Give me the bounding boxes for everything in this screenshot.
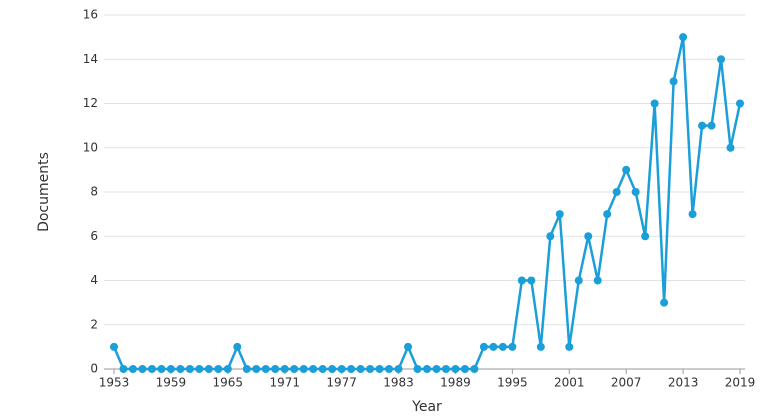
y-axis-title: Documents — [36, 152, 52, 232]
y-tick-label: 12 — [83, 96, 98, 110]
data-point — [726, 143, 735, 152]
x-tick-label: 1965 — [213, 376, 244, 390]
data-point — [233, 342, 242, 351]
data-point — [214, 365, 223, 373]
data-point — [470, 365, 479, 373]
data-point — [356, 365, 365, 373]
data-point — [119, 365, 128, 373]
data-point — [536, 342, 545, 351]
data-point — [318, 365, 327, 373]
data-point — [669, 77, 678, 86]
x-tick-label: 1971 — [269, 376, 300, 390]
data-point — [110, 342, 118, 351]
data-point — [195, 365, 204, 373]
data-point — [337, 365, 346, 373]
data-point — [565, 342, 574, 351]
data-point — [593, 276, 602, 285]
data-point — [508, 342, 517, 351]
x-tick-label: 1989 — [440, 376, 471, 390]
data-point — [128, 365, 137, 373]
data-point — [584, 232, 593, 241]
data-point — [394, 365, 403, 373]
y-tick-label: 4 — [90, 273, 98, 287]
x-tick-label: 2001 — [554, 376, 585, 390]
data-point — [489, 342, 498, 351]
y-tick-label: 14 — [83, 52, 98, 66]
data-point — [574, 276, 583, 285]
y-tick-label: 10 — [83, 140, 98, 154]
data-point — [404, 342, 413, 351]
data-point — [650, 99, 659, 108]
data-point — [176, 365, 185, 373]
data-point — [517, 276, 526, 285]
data-point — [366, 365, 375, 373]
data-point — [147, 365, 156, 373]
data-point — [166, 365, 175, 373]
data-point — [688, 210, 697, 219]
data-point — [660, 298, 669, 307]
data-point — [717, 55, 726, 64]
data-point — [185, 365, 194, 373]
data-point — [451, 365, 460, 373]
x-tick-label: 2013 — [668, 376, 699, 390]
data-point — [157, 365, 166, 373]
data-line — [112, 35, 742, 371]
data-point — [204, 365, 213, 373]
x-tick-label: 1953 — [99, 376, 130, 390]
data-point — [441, 365, 450, 373]
x-axis-title: Year — [411, 399, 442, 415]
data-point — [527, 276, 536, 285]
y-tick-label: 8 — [90, 185, 98, 199]
data-point — [290, 365, 299, 373]
data-point — [479, 342, 488, 351]
data-point — [679, 33, 688, 42]
data-point — [498, 342, 507, 351]
data-point — [423, 365, 431, 373]
data-point — [707, 121, 716, 130]
data-point — [347, 365, 356, 373]
data-point — [280, 365, 289, 373]
x-tick-label: 1977 — [326, 376, 357, 390]
data-point — [413, 365, 422, 373]
x-tick-label: 2019 — [725, 376, 756, 390]
data-point — [375, 365, 384, 373]
data-point — [698, 121, 707, 130]
data-point — [223, 365, 232, 373]
data-point — [328, 365, 337, 373]
data-point — [252, 365, 261, 373]
data-point — [603, 210, 612, 219]
data-point — [460, 365, 469, 373]
y-tick-label: 2 — [90, 317, 98, 331]
data-point — [736, 99, 744, 108]
data-point — [138, 365, 147, 373]
data-point — [385, 365, 394, 373]
x-tick-label: 2007 — [611, 376, 642, 390]
data-point — [641, 232, 650, 241]
data-point — [242, 365, 251, 373]
data-point — [432, 365, 441, 373]
data-point — [612, 188, 621, 196]
data-point — [261, 365, 270, 373]
data-point — [631, 188, 640, 196]
data-point — [299, 365, 308, 373]
y-tick-label: 0 — [90, 362, 98, 376]
y-tick-label: 16 — [83, 8, 98, 22]
x-tick-label: 1995 — [497, 376, 528, 390]
x-tick-label: 1983 — [383, 376, 414, 390]
data-point — [546, 232, 555, 241]
data-point — [555, 210, 564, 219]
data-point — [622, 165, 631, 174]
data-point — [271, 365, 280, 373]
y-tick-label: 6 — [90, 229, 98, 243]
x-tick-label: 1959 — [156, 376, 187, 390]
data-point — [309, 365, 318, 373]
